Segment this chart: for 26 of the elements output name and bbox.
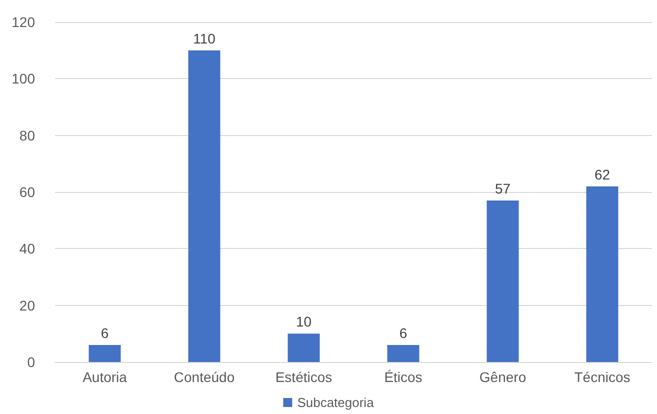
bar [387, 345, 420, 362]
data-label: 110 [193, 30, 216, 46]
y-tick-label: 20 [19, 297, 36, 314]
y-tick-label: 0 [27, 354, 36, 370]
x-tick-label: Técnicos [574, 369, 630, 385]
data-label: 6 [399, 325, 408, 341]
x-tick-label: Éticos [384, 369, 422, 385]
y-tick-label: 100 [12, 70, 36, 87]
bar [586, 186, 618, 362]
y-tick-label: 40 [19, 240, 36, 257]
y-tick-label: 60 [19, 184, 36, 200]
y-tick-label: 120 [12, 14, 36, 30]
x-tick-label: Autoria [82, 369, 128, 385]
legend-label: Subcategoria [297, 395, 375, 410]
bar [188, 50, 220, 362]
x-tick-label: Gênero [479, 369, 526, 385]
data-label: 6 [100, 325, 109, 341]
x-tick-label: Estéticos [275, 369, 332, 385]
x-tick-label: Conteúdo [174, 369, 235, 385]
data-label: 57 [494, 180, 511, 196]
data-label: 62 [594, 166, 610, 182]
y-tick-label: 80 [19, 127, 36, 144]
bar [486, 200, 519, 362]
data-label: 10 [296, 314, 312, 330]
bar [88, 345, 121, 362]
bar [288, 334, 320, 362]
